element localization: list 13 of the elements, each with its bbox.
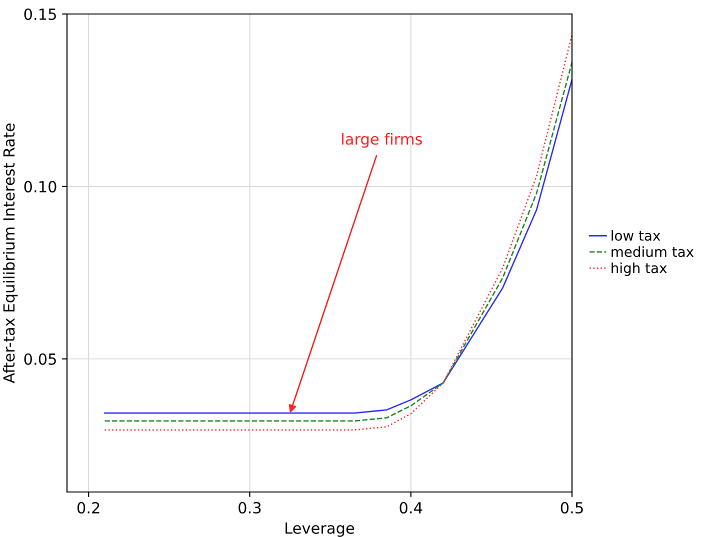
legend-label: low tax	[612, 230, 660, 241]
x-axis-title: Leverage	[286, 522, 354, 537]
legend-label: high tax	[612, 262, 667, 276]
y-axis-title: After-tax Equilibrium Interest Rate	[2, 124, 18, 384]
x-tick-label: 0.3	[238, 502, 261, 514]
annotation: large firms	[342, 132, 422, 148]
y-tick-label: 0.15	[24, 8, 56, 20]
x-tick-label: 0.5	[560, 502, 583, 514]
x-tick-label: 0.4	[400, 502, 422, 514]
y-tick-label: 0.10	[24, 180, 56, 192]
x-tick-label: 0.2	[77, 502, 100, 514]
legend-label: medium tax	[612, 246, 694, 258]
y-tick-label: 0.05	[24, 353, 56, 365]
